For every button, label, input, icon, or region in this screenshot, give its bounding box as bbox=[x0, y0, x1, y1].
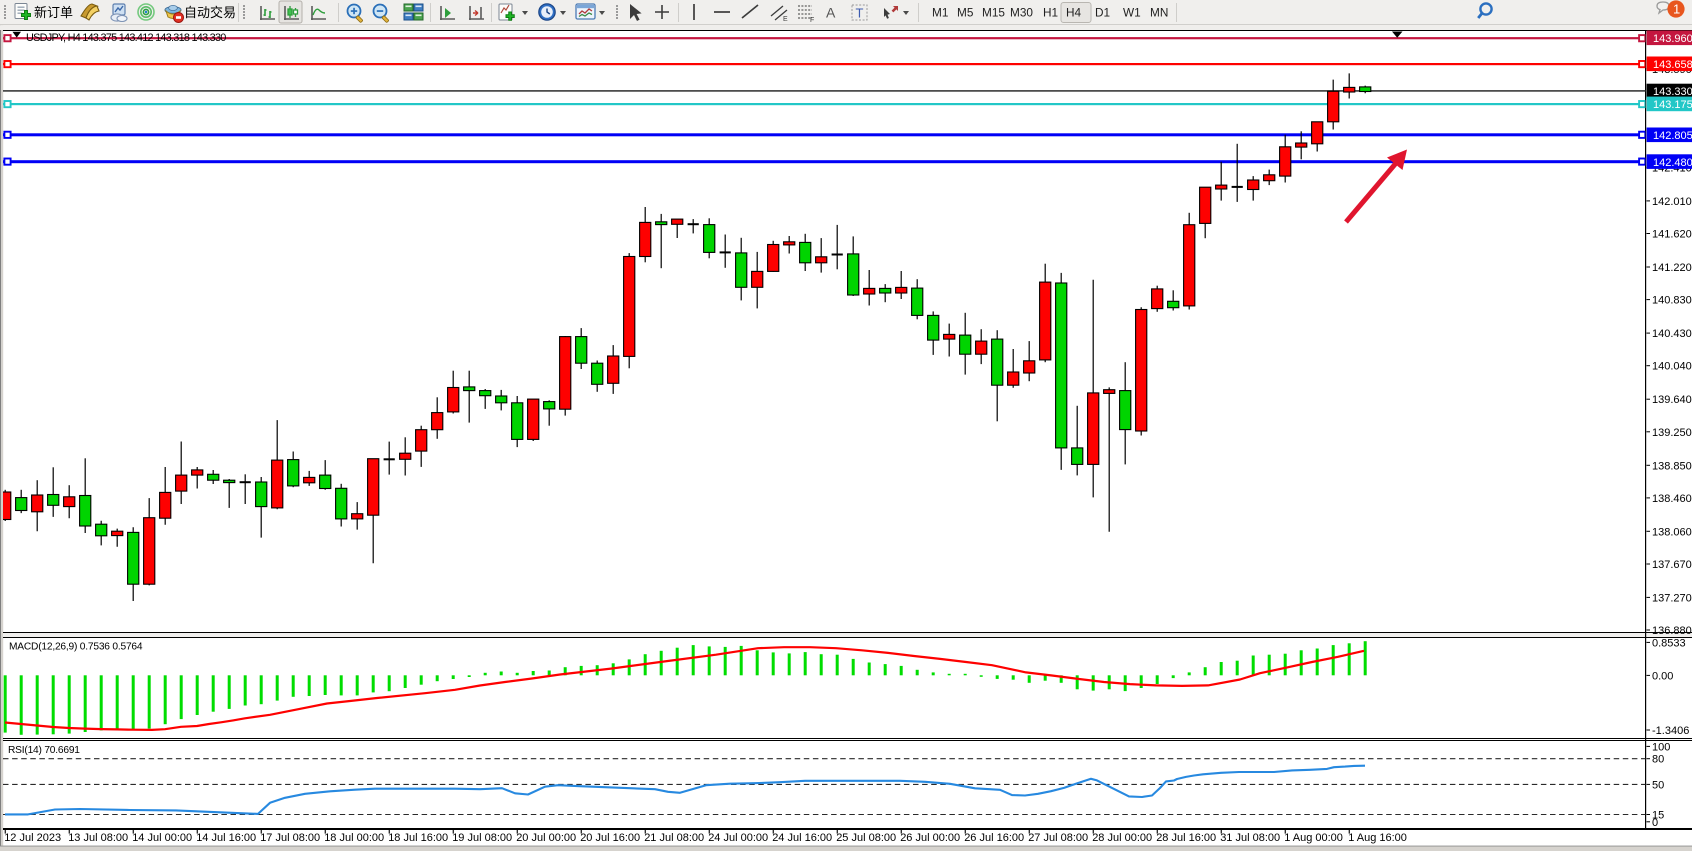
svg-text:自动交易: 自动交易 bbox=[184, 5, 236, 20]
svg-text:1: 1 bbox=[1673, 2, 1680, 17]
svg-text:138.850: 138.850 bbox=[1652, 460, 1692, 472]
svg-text:143.175: 143.175 bbox=[1653, 99, 1692, 111]
svg-text:26 Jul 00:00: 26 Jul 00:00 bbox=[900, 832, 960, 844]
svg-text:19 Jul 08:00: 19 Jul 08:00 bbox=[452, 832, 512, 844]
svg-text:141.220: 141.220 bbox=[1652, 262, 1692, 274]
svg-text:0: 0 bbox=[1652, 817, 1658, 829]
svg-text:25 Jul 08:00: 25 Jul 08:00 bbox=[836, 832, 896, 844]
svg-text:H1: H1 bbox=[1043, 6, 1058, 20]
svg-text:T: T bbox=[856, 6, 864, 21]
svg-text:H4: H4 bbox=[1066, 6, 1082, 20]
svg-text:138.460: 138.460 bbox=[1652, 493, 1692, 505]
svg-text:80: 80 bbox=[1652, 754, 1664, 766]
svg-text:MN: MN bbox=[1150, 6, 1168, 20]
svg-text:M1: M1 bbox=[932, 6, 948, 20]
svg-text:MACD(12,26,9) 0.7536 0.5764: MACD(12,26,9) 0.7536 0.5764 bbox=[9, 642, 143, 653]
svg-text:15: 15 bbox=[1652, 810, 1664, 822]
svg-text:138.060: 138.060 bbox=[1652, 526, 1692, 538]
svg-text:USDJPY, H4 143.375 143.412 14: USDJPY, H4 143.375 143.412 143.318 143.3… bbox=[26, 32, 226, 44]
svg-text:W1: W1 bbox=[1123, 6, 1141, 20]
svg-text:28 Jul 16:00: 28 Jul 16:00 bbox=[1156, 832, 1216, 844]
svg-text:20 Jul 00:00: 20 Jul 00:00 bbox=[516, 832, 576, 844]
svg-text:13 Jul 08:00: 13 Jul 08:00 bbox=[68, 832, 128, 844]
svg-text:M15: M15 bbox=[982, 6, 1005, 20]
svg-text:141.620: 141.620 bbox=[1652, 229, 1692, 241]
svg-text:31 Jul 08:00: 31 Jul 08:00 bbox=[1220, 832, 1280, 844]
svg-text:50: 50 bbox=[1652, 779, 1664, 791]
svg-text:143.960: 143.960 bbox=[1653, 33, 1692, 45]
svg-text:M30: M30 bbox=[1010, 6, 1033, 20]
svg-text:142.805: 142.805 bbox=[1653, 130, 1692, 142]
svg-text:140.830: 140.830 bbox=[1652, 295, 1692, 307]
svg-text:E: E bbox=[783, 16, 788, 23]
svg-text:18 Jul 00:00: 18 Jul 00:00 bbox=[324, 832, 384, 844]
svg-text:24 Jul 00:00: 24 Jul 00:00 bbox=[708, 832, 768, 844]
svg-text:137.270: 137.270 bbox=[1652, 592, 1692, 604]
svg-text:27 Jul 08:00: 27 Jul 08:00 bbox=[1028, 832, 1088, 844]
svg-text:24 Jul 16:00: 24 Jul 16:00 bbox=[772, 832, 832, 844]
svg-text:142.010: 142.010 bbox=[1652, 196, 1692, 208]
svg-text:M5: M5 bbox=[957, 6, 974, 20]
svg-text:17 Jul 08:00: 17 Jul 08:00 bbox=[260, 832, 320, 844]
svg-text:140.430: 140.430 bbox=[1652, 328, 1692, 340]
svg-text:F: F bbox=[810, 17, 814, 24]
svg-text:新订单: 新订单 bbox=[34, 5, 73, 20]
svg-text:143.658: 143.658 bbox=[1653, 59, 1692, 71]
svg-text:18 Jul 16:00: 18 Jul 16:00 bbox=[388, 832, 448, 844]
svg-text:14 Jul 00:00: 14 Jul 00:00 bbox=[132, 832, 192, 844]
svg-text:0.8533: 0.8533 bbox=[1652, 637, 1686, 649]
svg-text:D1: D1 bbox=[1095, 6, 1110, 20]
svg-text:143.330: 143.330 bbox=[1653, 86, 1692, 98]
svg-text:28 Jul 00:00: 28 Jul 00:00 bbox=[1092, 832, 1152, 844]
svg-text:100: 100 bbox=[1652, 741, 1670, 753]
svg-text:12 Jul 2023: 12 Jul 2023 bbox=[4, 832, 61, 844]
svg-text:142.480: 142.480 bbox=[1653, 157, 1692, 169]
svg-text:139.250: 139.250 bbox=[1652, 427, 1692, 439]
svg-text:1 Aug 16:00: 1 Aug 16:00 bbox=[1348, 832, 1407, 844]
svg-text:139.640: 139.640 bbox=[1652, 394, 1692, 406]
svg-text:21 Jul 08:00: 21 Jul 08:00 bbox=[644, 832, 704, 844]
svg-text:137.670: 137.670 bbox=[1652, 559, 1692, 571]
svg-text:136.880: 136.880 bbox=[1652, 625, 1692, 637]
svg-text:14 Jul 16:00: 14 Jul 16:00 bbox=[196, 832, 256, 844]
svg-text:26 Jul 16:00: 26 Jul 16:00 bbox=[964, 832, 1024, 844]
svg-text:20 Jul 16:00: 20 Jul 16:00 bbox=[580, 832, 640, 844]
svg-text:0.00: 0.00 bbox=[1652, 670, 1673, 682]
svg-text:RSI(14) 70.6691: RSI(14) 70.6691 bbox=[8, 745, 80, 756]
svg-text:A: A bbox=[826, 5, 836, 21]
svg-text:-1.3406: -1.3406 bbox=[1652, 725, 1689, 737]
svg-text:140.040: 140.040 bbox=[1652, 361, 1692, 373]
svg-text:1 Aug 00:00: 1 Aug 00:00 bbox=[1284, 832, 1343, 844]
